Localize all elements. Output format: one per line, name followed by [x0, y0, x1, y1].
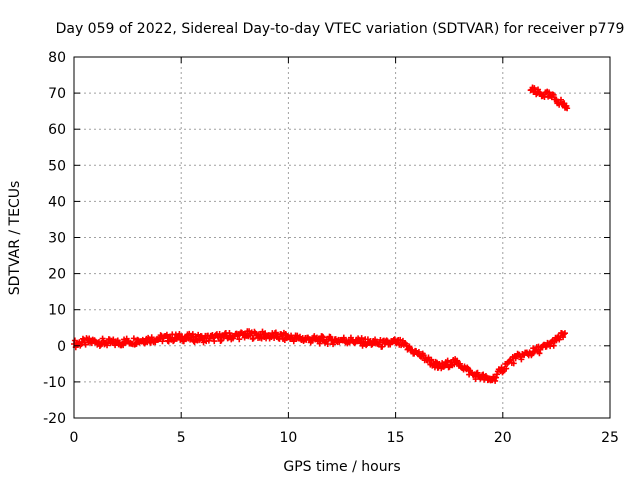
- y-tick-label: 0: [57, 339, 66, 355]
- data-point-interp: [236, 336, 243, 343]
- data-point-interp: [493, 374, 500, 381]
- data-point-interp: [320, 334, 327, 341]
- data-point-interp: [510, 360, 517, 367]
- data-point-interp: [218, 337, 225, 344]
- data-point-interp: [415, 348, 422, 355]
- data-point-interp: [327, 334, 334, 341]
- data-point-interp: [531, 85, 538, 92]
- data-point: [564, 105, 571, 112]
- y-tick-label: 40: [48, 194, 66, 210]
- data-point-interp: [319, 333, 326, 340]
- data-point-interp: [561, 330, 568, 337]
- data-point-interp: [444, 357, 451, 364]
- data-point-interp: [550, 342, 557, 349]
- data-point-interp: [550, 91, 557, 98]
- data-point-interp: [159, 338, 166, 345]
- data-point-interp: [211, 338, 218, 345]
- y-axis-label: SDTVAR / TECUs: [7, 181, 23, 296]
- axis-ticks: 0 5 10 15 20 25 -20 -10 0 10 20 30 40 50 60 70 80: [43, 50, 619, 446]
- data-point-interp: [503, 365, 510, 372]
- y-tick-label: -20: [43, 411, 66, 427]
- grid-lines: [74, 57, 610, 418]
- x-tick-label: 0: [70, 430, 79, 446]
- data-point-interp: [96, 343, 103, 350]
- series-1: [527, 84, 571, 112]
- series-0: [71, 328, 568, 384]
- y-tick-label: 30: [48, 231, 66, 247]
- chart-title: Day 059 of 2022, Sidereal Day-to-day VTE…: [56, 21, 625, 37]
- data-point-interp: [420, 352, 427, 359]
- data-point: [561, 330, 568, 337]
- data-point-interp: [493, 371, 500, 378]
- data-point: [553, 337, 560, 344]
- y-tick-label: 20: [48, 267, 66, 283]
- x-tick-label: 20: [494, 430, 512, 446]
- data-point-interp: [163, 331, 170, 338]
- data-point-interp: [387, 341, 394, 348]
- data-point-interp: [358, 335, 365, 342]
- data-point-interp: [316, 340, 323, 347]
- data-point-interp: [340, 334, 347, 341]
- data-point-interp: [180, 338, 187, 345]
- x-tick-label: 15: [387, 430, 405, 446]
- data-point: [456, 360, 463, 367]
- data-point-interp: [324, 341, 331, 348]
- data-point-interp: [272, 329, 279, 336]
- data-point-interp: [535, 86, 542, 93]
- data-point-interp: [130, 335, 137, 342]
- y-tick-label: -10: [43, 375, 66, 391]
- data-point-interp: [560, 334, 567, 341]
- y-tick-label: 10: [48, 303, 66, 319]
- data-point: [188, 334, 195, 341]
- x-tick-label: 10: [279, 430, 297, 446]
- x-tick-label: 25: [601, 430, 619, 446]
- data-point-interp: [518, 356, 525, 363]
- data-point-interp: [474, 369, 481, 376]
- data-point-interp: [279, 332, 286, 339]
- x-axis-label: GPS time / hours: [283, 459, 400, 475]
- data-point-interp: [428, 356, 435, 363]
- y-tick-label: 70: [48, 86, 66, 102]
- y-tick-label: 50: [48, 158, 66, 174]
- x-tick-label: 5: [177, 430, 186, 446]
- data-point-interp: [104, 342, 111, 349]
- data-point-interp: [536, 350, 543, 357]
- data-point-interp: [406, 343, 413, 350]
- data-point-interp: [492, 377, 499, 384]
- y-tick-label: 80: [48, 50, 66, 66]
- data-point-interp: [557, 96, 564, 103]
- y-tick-label: 60: [48, 122, 66, 138]
- data-points: [71, 84, 571, 384]
